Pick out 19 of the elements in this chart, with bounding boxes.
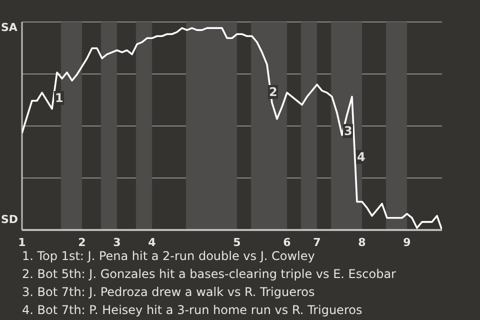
x-tick-label: 4 [148, 236, 156, 249]
text: 1. Top 1st: J. Pena hit a 2-run double vs J. Cowley [22, 248, 316, 265]
annotation: 2 [268, 85, 278, 99]
x-tick-label: 1 [18, 236, 26, 249]
x-tick-label: 2 [78, 236, 86, 249]
x-tick-label: 7 [313, 236, 321, 249]
annotation: 4 [356, 150, 366, 164]
x-tick-label: 9 [403, 236, 411, 249]
x-tick-label: 8 [358, 236, 366, 249]
text: 3. Bot 7th: J. Pedroza drew a walk vs R. Trigueros [22, 284, 316, 301]
text: SD [1, 213, 18, 227]
annotation: 1 [54, 91, 64, 105]
annotation: 3 [343, 124, 354, 138]
text: 4. Bot 7th: P. Heisey hit a 3-run home run vs R. Trigueros [22, 302, 364, 319]
x-tick-label: 5 [233, 236, 241, 249]
x-tick-label: 6 [283, 236, 292, 249]
x-tick-label: 3 [113, 236, 121, 249]
text: SA [1, 21, 18, 35]
text: 2. Bot 5th: J. Gonzales hit a bases-clearing triple vs E. Escobar [22, 266, 396, 283]
